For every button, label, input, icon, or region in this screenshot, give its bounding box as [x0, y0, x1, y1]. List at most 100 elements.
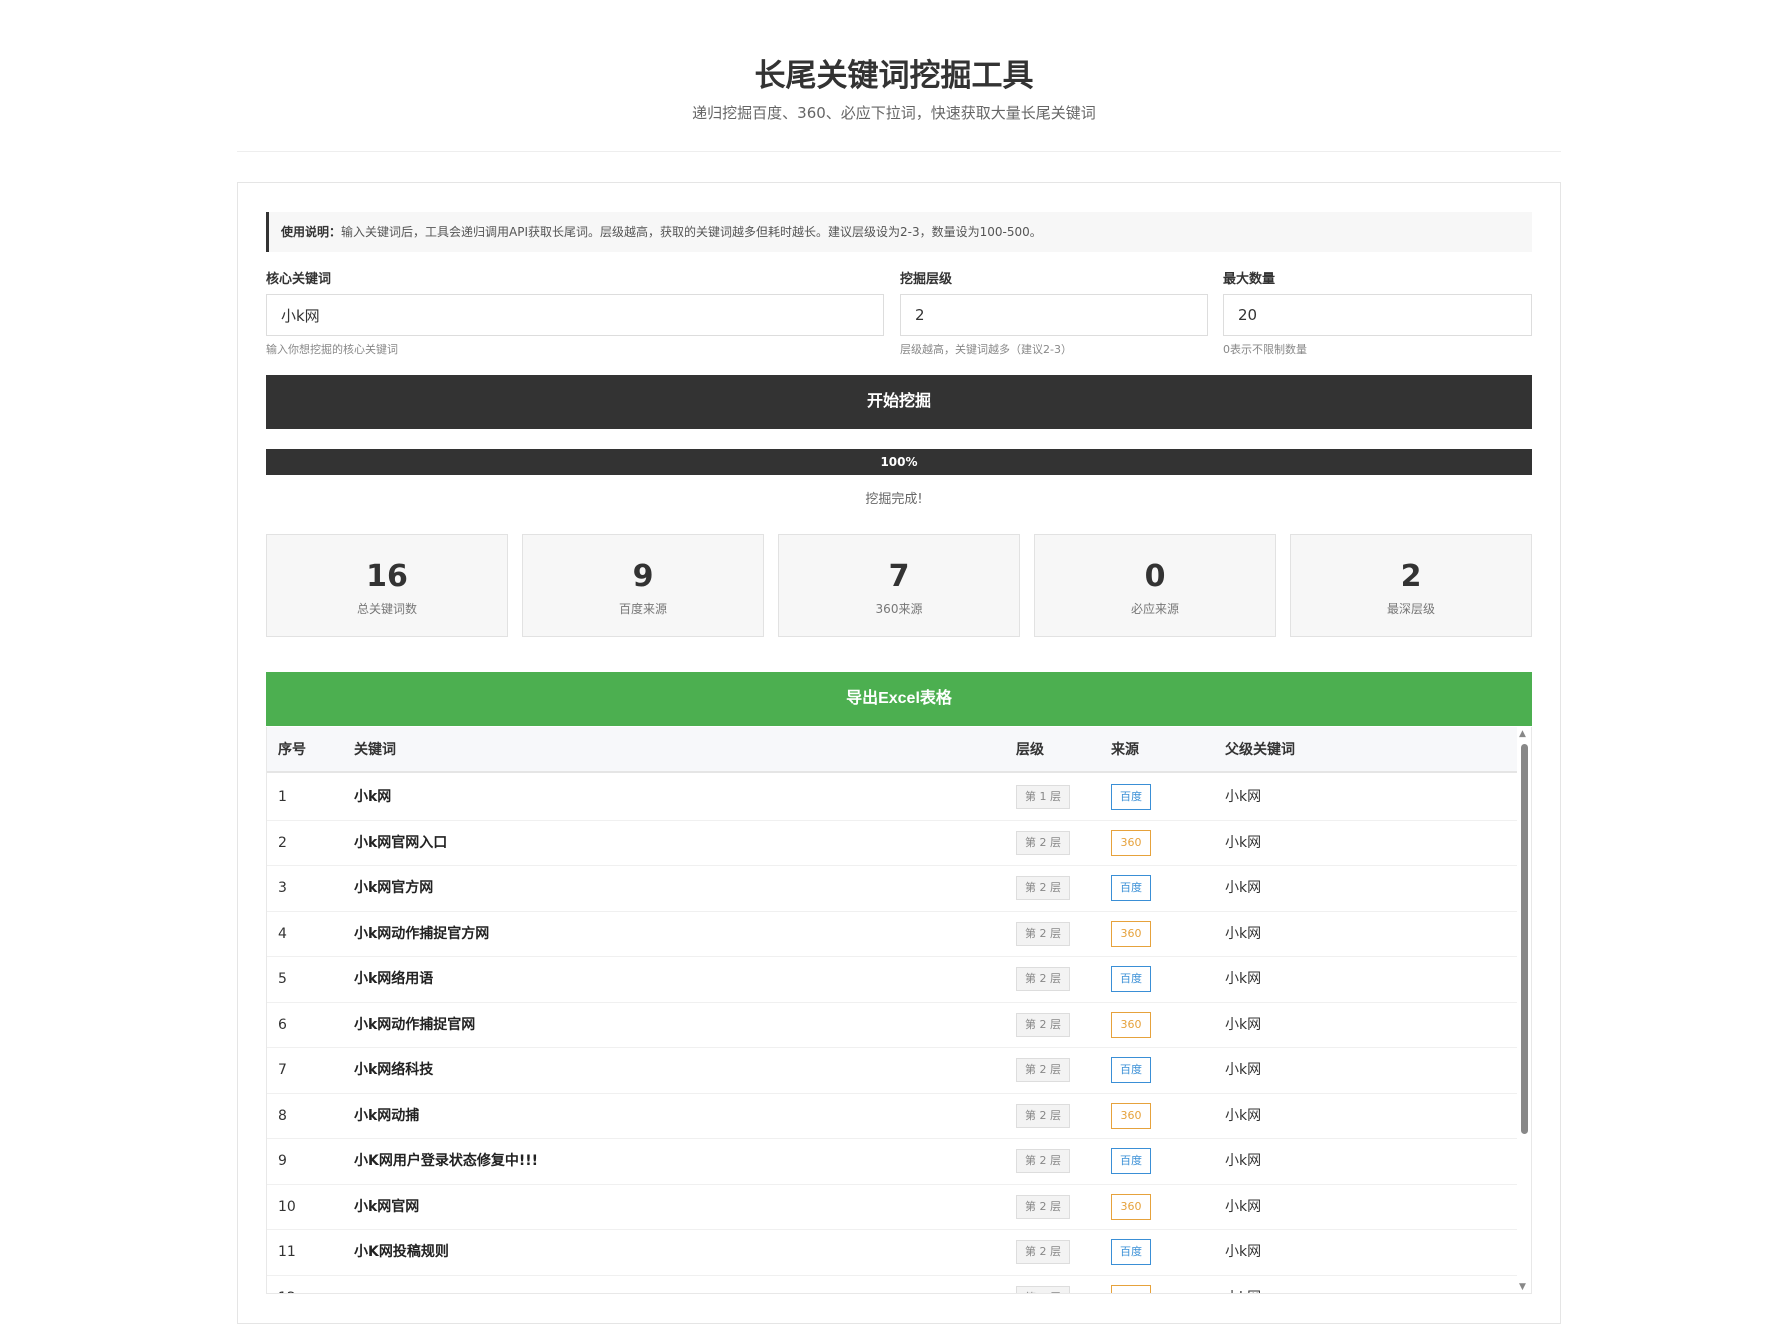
- col-parent: 父级关键词: [1225, 742, 1295, 758]
- row-keyword: 小k网官方网: [354, 880, 434, 896]
- stat-label: 百度来源: [618, 602, 667, 616]
- depth-input[interactable]: [900, 294, 1208, 336]
- table-row: 12 第 2 层 360 小k网: [267, 1276, 1519, 1294]
- table-row: 1 小k网 第 1 层 百度 小k网: [267, 775, 1519, 821]
- row-keyword: 小k网官网入口: [354, 834, 448, 851]
- row-index: 11: [278, 1244, 296, 1260]
- scroll-up-arrow-icon[interactable]: ▲: [1519, 729, 1526, 739]
- stat-value: 7: [888, 559, 910, 594]
- stat-label: 总关键词数: [356, 602, 417, 616]
- export-excel-button[interactable]: 导出Excel表格: [266, 672, 1532, 726]
- keyword-label: 核心关键词: [266, 272, 332, 287]
- col-level: 层级: [1016, 742, 1044, 758]
- source-badge: 360: [1111, 829, 1151, 856]
- row-parent: 小k网: [1225, 1062, 1262, 1078]
- depth-label: 挖掘层级: [900, 272, 953, 287]
- usage-notice: 使用说明：输入关键词后，工具会递归调用API获取长尾词。层级越高，获取的关键词越…: [266, 212, 1532, 252]
- level-badge: 第 2 层: [1016, 1240, 1070, 1264]
- stat-card: 2 最深层级: [1290, 534, 1532, 637]
- level-badge: 第 2 层: [1016, 1012, 1070, 1037]
- status-text: 挖掘完成!: [865, 492, 923, 507]
- scroll-down-arrow-icon[interactable]: ▼: [1519, 1282, 1526, 1292]
- max-hint: 0表示不限制数量: [1223, 343, 1307, 356]
- row-parent: 小k网: [1225, 925, 1262, 942]
- header-divider: [237, 151, 1561, 152]
- row-index: 9: [278, 1153, 287, 1169]
- row-keyword: 小k网动捕: [354, 1107, 420, 1124]
- row-index: 5: [278, 971, 287, 987]
- row-keyword: 小k网: [354, 789, 392, 805]
- table-row: 8 小k网动捕 第 2 层 360 小k网: [267, 1094, 1519, 1139]
- table-row: 11 小K网投稿规则 第 2 层 百度 小k网: [267, 1230, 1519, 1276]
- stat-label: 最深层级: [1386, 602, 1435, 616]
- row-index: 12: [278, 1276, 296, 1294]
- row-index: 6: [278, 1016, 287, 1033]
- source-badge: 百度: [1111, 966, 1151, 992]
- source-badge: 百度: [1111, 1239, 1151, 1265]
- level-badge: 第 2 层: [1016, 1285, 1070, 1293]
- stat-value: 9: [632, 559, 654, 594]
- row-keyword: 小K网投稿规则: [354, 1244, 449, 1260]
- results-table: 序号 关键词 层级 来源 父级关键词 1 小k网 第 1 层 百度 小k网 2 小…: [266, 727, 1532, 1294]
- stat-label: 360来源: [875, 602, 923, 616]
- level-badge: 第 2 层: [1016, 967, 1070, 991]
- row-index: 3: [278, 880, 287, 896]
- source-badge: 百度: [1111, 1057, 1151, 1083]
- scroll-thumb[interactable]: [1521, 744, 1528, 1134]
- table-row: 10 小k网官网 第 2 层 360 小k网: [267, 1185, 1519, 1230]
- depth-hint: 层级越高，关键词越多（建议2-3）: [900, 343, 1072, 356]
- notice-label: 使用说明：: [281, 225, 342, 239]
- row-index: 8: [278, 1107, 287, 1124]
- level-badge: 第 2 层: [1016, 876, 1070, 900]
- max-count-input[interactable]: [1223, 294, 1532, 336]
- table-scrollbar[interactable]: ▲ ▼: [1517, 727, 1531, 1293]
- table-row: 5 小k网络用语 第 2 层 百度 小k网: [267, 957, 1519, 1003]
- start-mining-button[interactable]: 开始挖掘: [266, 375, 1532, 429]
- stat-value: 2: [1400, 559, 1422, 594]
- row-index: 2: [278, 834, 287, 851]
- row-keyword: 小k网官网: [354, 1198, 420, 1215]
- row-parent: 小k网: [1225, 880, 1262, 896]
- level-badge: 第 2 层: [1016, 1149, 1070, 1173]
- table-header: 序号 关键词 层级 来源 父级关键词: [267, 727, 1519, 773]
- row-parent: 小k网: [1225, 1016, 1262, 1033]
- row-parent: 小k网: [1225, 1276, 1261, 1294]
- table-row: 2 小k网官网入口 第 2 层 360 小k网: [267, 821, 1519, 866]
- stat-value: 0: [1144, 559, 1166, 594]
- source-badge: 百度: [1111, 1148, 1151, 1174]
- notice-text: 输入关键词后，工具会递归调用API获取长尾词。层级越高，获取的关键词越多但耗时越…: [341, 225, 1042, 239]
- row-index: 7: [278, 1062, 287, 1078]
- row-index: 10: [278, 1198, 296, 1215]
- keyword-input[interactable]: [266, 294, 884, 336]
- progress-bar: 100%: [266, 449, 1532, 475]
- table-row: 7 小k网络科技 第 2 层 百度 小k网: [267, 1048, 1519, 1094]
- source-badge: 360: [1111, 1011, 1151, 1038]
- row-keyword: 小k网络科技: [354, 1062, 434, 1078]
- progress-fill: 100%: [266, 449, 1532, 475]
- col-index: 序号: [278, 742, 306, 758]
- source-badge: 百度: [1111, 784, 1151, 810]
- table-row: 3 小k网官方网 第 2 层 百度 小k网: [267, 866, 1519, 912]
- level-badge: 第 2 层: [1016, 921, 1070, 946]
- col-keyword: 关键词: [354, 742, 396, 758]
- row-keyword: 小k网络用语: [354, 971, 434, 987]
- row-index: 4: [278, 925, 287, 942]
- row-keyword: 小k网动作捕捉官方网: [354, 925, 490, 942]
- stat-card: 16 总关键词数: [266, 534, 508, 637]
- max-label: 最大数量: [1223, 272, 1276, 287]
- stat-label: 必应来源: [1130, 602, 1179, 616]
- table-row: 9 小K网用户登录状态修复中!!! 第 2 层 百度 小k网: [267, 1139, 1519, 1185]
- level-badge: 第 2 层: [1016, 1058, 1070, 1082]
- page-subtitle: 递归挖掘百度、360、必应下拉词，快速获取大量长尾关键词: [692, 104, 1096, 122]
- row-index: 1: [278, 789, 287, 805]
- row-parent: 小k网: [1225, 971, 1262, 987]
- row-parent: 小k网: [1225, 1244, 1262, 1260]
- source-badge: 360: [1111, 1193, 1151, 1220]
- source-badge: 百度: [1111, 875, 1151, 901]
- level-badge: 第 1 层: [1016, 785, 1070, 809]
- source-badge: 360: [1111, 1102, 1151, 1129]
- table-row: 4 小k网动作捕捉官方网 第 2 层 360 小k网: [267, 912, 1519, 957]
- stat-card: 7 360来源: [778, 534, 1020, 637]
- stat-card: 9 百度来源: [522, 534, 764, 637]
- row-keyword: 小K网用户登录状态修复中!!!: [354, 1153, 539, 1169]
